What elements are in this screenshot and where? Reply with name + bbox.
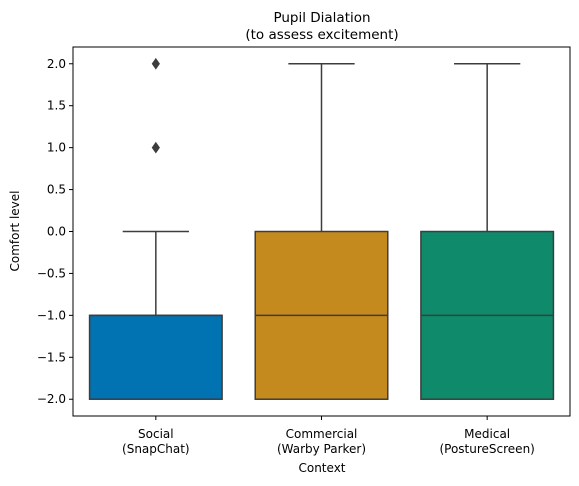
y-tick-label: −0.5 (37, 266, 66, 280)
y-tick-label: 1.0 (47, 141, 66, 155)
y-tick-label: −2.0 (37, 392, 66, 406)
x-tick-label: Medical (464, 427, 510, 441)
outlier-point (151, 57, 160, 70)
box-0 (88, 314, 223, 400)
x-axis-label: Context (298, 461, 345, 475)
y-tick-label: 0.0 (47, 225, 66, 239)
x-tick-label: Social (138, 427, 174, 441)
x-tick-label: Commercial (286, 427, 358, 441)
y-axis-label: Comfort level (8, 191, 22, 272)
plot-frame (72, 46, 571, 417)
y-tick-label: 0.5 (47, 183, 66, 197)
y-tick-label: 2.0 (47, 57, 66, 71)
x-tick-label: (Warby Parker) (277, 442, 366, 456)
x-tick-label: (PostureScreen) (439, 442, 534, 456)
chart-title-line-1: Pupil Dialation (273, 10, 370, 26)
y-tick-label: −1.5 (37, 350, 66, 364)
y-tick-label: −1.0 (37, 308, 66, 322)
y-tick-label: 1.5 (47, 99, 66, 113)
x-tick-label: (SnapChat) (122, 442, 190, 456)
chart-title-line-2: (to assess excitement) (245, 27, 398, 43)
outlier-point (151, 141, 160, 154)
plot-area: 2.0 1.5 1.0 0.5 0.0 −0.5 −1.0 −1.5 −2.0 Social(Sn… (37, 57, 555, 456)
